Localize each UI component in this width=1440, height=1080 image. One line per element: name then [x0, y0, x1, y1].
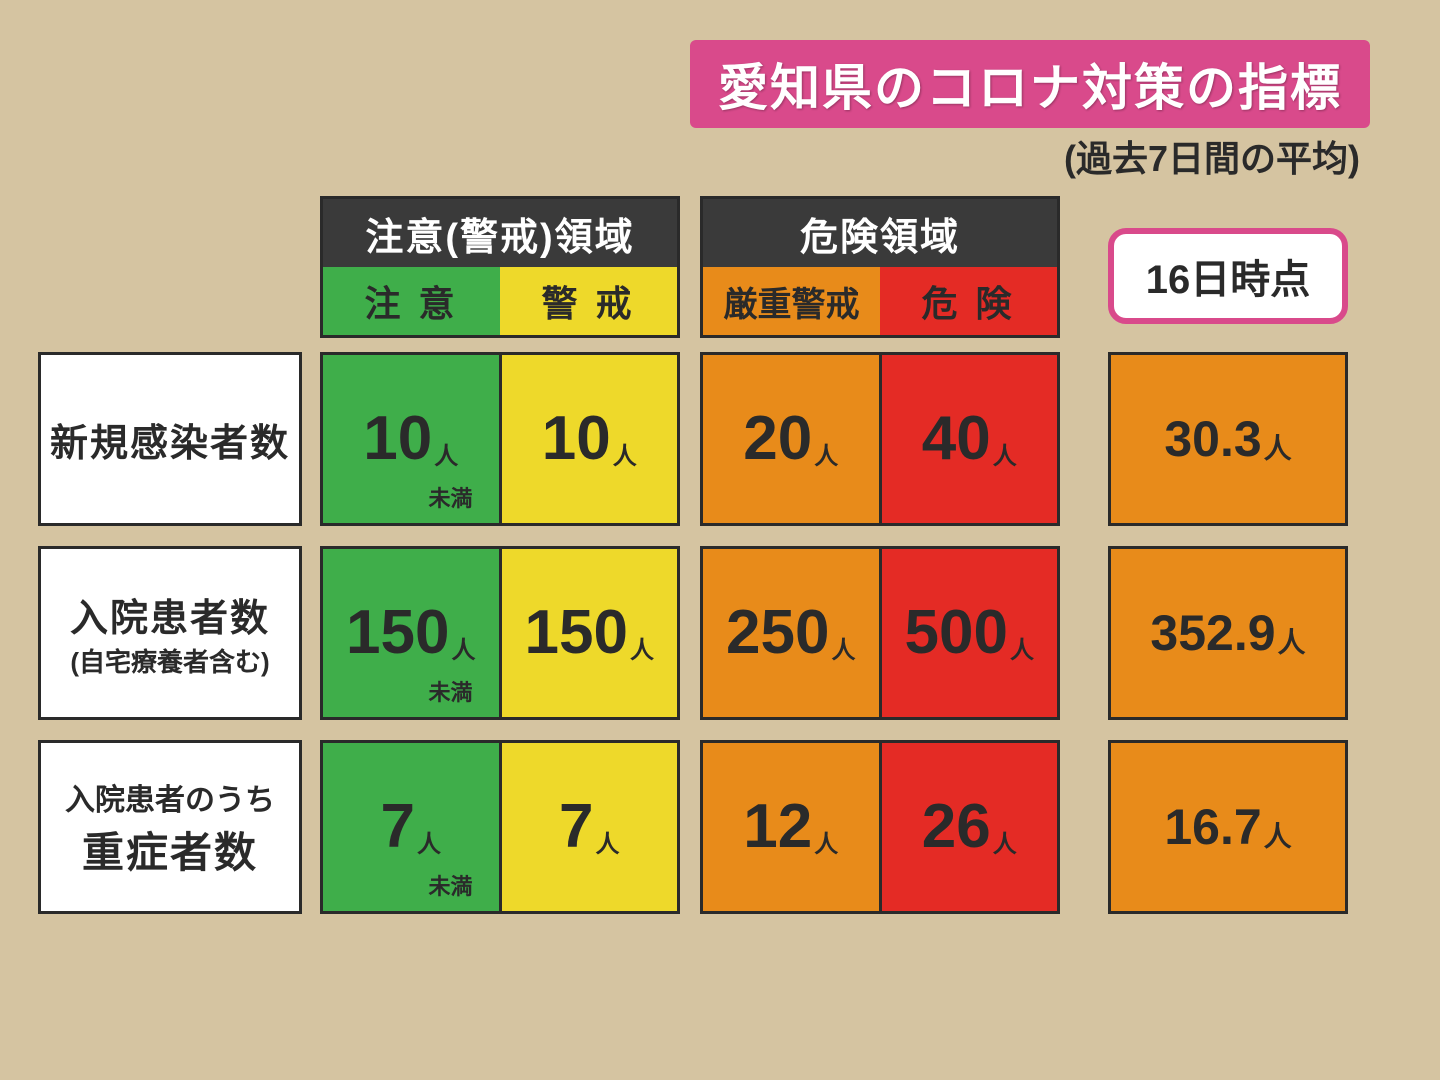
cell-number: 20 [743, 408, 812, 470]
cell-unit: 人 [613, 436, 637, 471]
cell-unit: 人 [451, 630, 475, 665]
row-label-text: 入院患者数 [70, 587, 270, 642]
row-label-new-cases: 新規感染者数 [38, 352, 302, 526]
current-number: 352.9 [1150, 604, 1275, 662]
cell-unit: 人 [1010, 630, 1034, 665]
row-label-text: 新規感染者数 [50, 412, 290, 467]
cell-note: 未満 [428, 869, 472, 901]
cell-number: 12 [743, 796, 812, 858]
cell-number: 10 [542, 408, 611, 470]
page-title: 愛知県のコロナ対策の指標 [690, 40, 1370, 128]
cell-unit: 人 [814, 824, 838, 859]
cell-unit: 人 [630, 630, 654, 665]
cell-unit: 人 [434, 436, 458, 471]
cell-unit: 人 [417, 824, 441, 859]
row-label-text: 重症者数 [82, 819, 258, 880]
current-number: 30.3 [1164, 410, 1261, 468]
header-top-danger: 危険領域 [703, 199, 1057, 267]
data-cell: 150人 [502, 549, 678, 717]
current-unit: 人 [1278, 621, 1306, 661]
current-header: 16日時点 [1108, 228, 1348, 324]
cell-unit: 人 [595, 824, 619, 859]
cell-note: 未満 [428, 481, 472, 513]
cell-number: 26 [922, 796, 991, 858]
current-number: 16.7 [1164, 798, 1261, 856]
header-group-danger: 危険領域 厳重警戒 危 険 [700, 196, 1060, 338]
data-cell: 250人 [703, 549, 882, 717]
header-top-caution: 注意(警戒)領域 [323, 199, 677, 267]
data-cell: 10人 [502, 355, 678, 523]
data-cell: 12人 [703, 743, 882, 911]
cell-number: 500 [905, 602, 1008, 664]
cell-number: 150 [346, 602, 449, 664]
cell-number: 7 [559, 796, 593, 858]
page-subtitle: (過去7日間の平均) [1064, 130, 1360, 182]
cell-unit: 人 [993, 436, 1017, 471]
row-label-subtext: (自宅療養者含む) [70, 642, 269, 679]
data-cell: 150人 未満 [323, 549, 502, 717]
current-unit: 人 [1264, 815, 1292, 855]
header-sub-severe: 厳重警戒 [703, 267, 880, 335]
cell-number: 10 [363, 408, 432, 470]
header-sub-warning: 警 戒 [500, 267, 677, 335]
data-cell: 7人 [502, 743, 678, 911]
row-label-hospitalized: 入院患者数 (自宅療養者含む) [38, 546, 302, 720]
cell-unit: 人 [814, 436, 838, 471]
cell-pair: 10人 未満 10人 [320, 352, 680, 526]
cell-number: 40 [922, 408, 991, 470]
data-cell: 10人 未満 [323, 355, 502, 523]
row-label-pretext: 入院患者のうち [65, 775, 275, 819]
cell-unit: 人 [993, 824, 1017, 859]
current-cell: 30.3人 [1108, 352, 1348, 526]
current-cell: 16.7人 [1108, 740, 1348, 914]
cell-pair: 150人 未満 150人 [320, 546, 680, 720]
current-unit: 人 [1264, 427, 1292, 467]
cell-pair: 250人 500人 [700, 546, 1060, 720]
cell-pair: 20人 40人 [700, 352, 1060, 526]
header-group-caution: 注意(警戒)領域 注 意 警 戒 [320, 196, 680, 338]
data-cell: 7人 未満 [323, 743, 502, 911]
cell-pair: 12人 26人 [700, 740, 1060, 914]
current-cell: 352.9人 [1108, 546, 1348, 720]
data-cell: 20人 [703, 355, 882, 523]
data-cell: 500人 [882, 549, 1058, 717]
cell-note: 未満 [428, 675, 472, 707]
cell-unit: 人 [831, 630, 855, 665]
cell-pair: 7人 未満 7人 [320, 740, 680, 914]
cell-number: 150 [525, 602, 628, 664]
data-cell: 40人 [882, 355, 1058, 523]
cell-number: 250 [726, 602, 829, 664]
data-cell: 26人 [882, 743, 1058, 911]
header-sub-attention: 注 意 [323, 267, 500, 335]
row-label-severe: 入院患者のうち 重症者数 [38, 740, 302, 914]
header-sub-critical: 危 険 [880, 267, 1057, 335]
cell-number: 7 [381, 796, 415, 858]
